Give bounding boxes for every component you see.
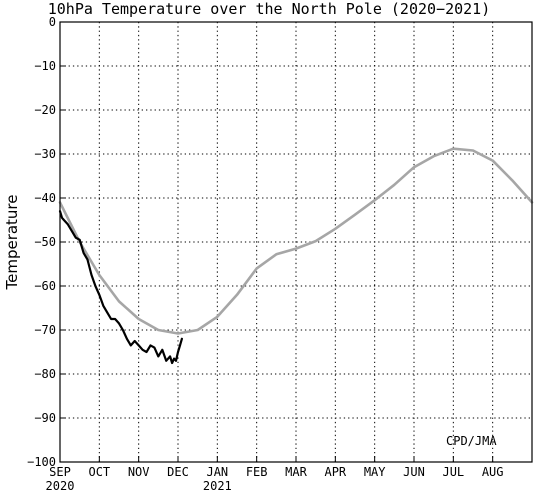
x-tick-label: FEB [246, 465, 268, 479]
series-layer [58, 147, 534, 365]
x-tick-label: MAY [364, 465, 386, 479]
x-tick-label: DEC [167, 465, 189, 479]
x-tick-label: MAR [285, 465, 307, 479]
y-tick-label: −20 [34, 103, 56, 117]
x-tick-label: JAN [206, 465, 228, 479]
climatology-line [58, 147, 534, 335]
y-tick-label: −70 [34, 323, 56, 337]
y-axis-label: Temperature [3, 194, 21, 290]
x-year-label: 2020 [46, 479, 75, 493]
chart-title: 10hPa Temperature over the North Pole (2… [48, 0, 491, 18]
y-tick-label: −10 [34, 59, 56, 73]
y-tick-label: −90 [34, 411, 56, 425]
credit-label: CPD/JMA [446, 434, 497, 448]
x-tick-label: NOV [128, 465, 150, 479]
x-tick-label: AUG [482, 465, 504, 479]
y-axis: 0 −10 −20 −30 −40 −50 −60 −70 −80 −90 −100 [27, 15, 66, 469]
x-tick-label: OCT [88, 465, 110, 479]
y-tick-label: −40 [34, 191, 56, 205]
grid-lines [60, 22, 532, 462]
x-tick-label: JUN [403, 465, 425, 479]
y-tick-label: −30 [34, 147, 56, 161]
x-tick-label: SEP [49, 465, 71, 479]
y-tick-label: 0 [49, 15, 56, 29]
observed-line [58, 210, 183, 365]
y-tick-label: −60 [34, 279, 56, 293]
y-tick-label: −100 [27, 455, 56, 469]
x-tick-label: APR [324, 465, 346, 479]
y-tick-label: −50 [34, 235, 56, 249]
y-tick-label: −80 [34, 367, 56, 381]
x-year-label: 2021 [203, 479, 232, 493]
x-tick-label: JUL [442, 465, 464, 479]
